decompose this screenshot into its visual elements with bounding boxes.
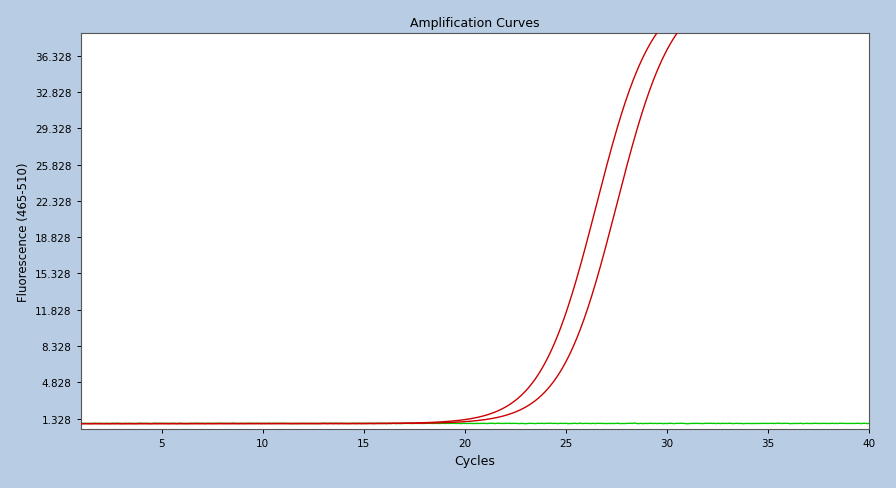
Y-axis label: Fluorescence (465-510): Fluorescence (465-510) (16, 162, 30, 302)
Title: Amplification Curves: Amplification Curves (410, 17, 539, 30)
X-axis label: Cycles: Cycles (454, 454, 495, 467)
